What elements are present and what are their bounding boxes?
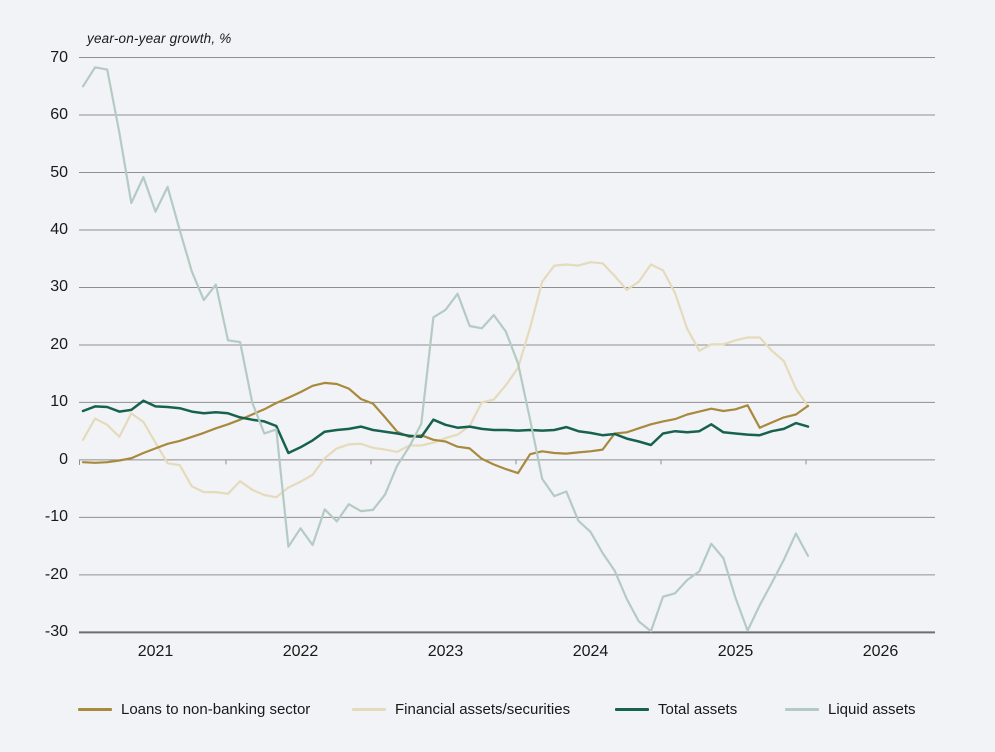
x-axis-label-2024: 2024 bbox=[572, 643, 609, 660]
x-axis-label-2022: 2022 bbox=[282, 643, 319, 660]
series-line-total bbox=[81, 399, 810, 455]
x-axis-label-2021: 2021 bbox=[137, 643, 174, 660]
x-axis-label-2025: 2025 bbox=[717, 643, 754, 660]
y-axis-label-30: 30 bbox=[50, 278, 68, 296]
x-axis-label-2026: 2026 bbox=[862, 643, 899, 660]
x-axis-label-2023: 2023 bbox=[427, 643, 464, 660]
y-axis-label-70: 70 bbox=[50, 48, 68, 66]
chart-title: year-on-year growth, % bbox=[87, 31, 232, 46]
y-axis-label-20: 20 bbox=[50, 335, 68, 353]
y-axis-label--10: -10 bbox=[44, 508, 68, 526]
y-axis-label-60: 60 bbox=[50, 106, 68, 124]
series-line-financial bbox=[81, 261, 810, 499]
y-axis-label-0: 0 bbox=[59, 450, 68, 468]
y-axis-label-10: 10 bbox=[50, 393, 68, 411]
y-axis-label-50: 50 bbox=[50, 163, 68, 181]
y-axis-label--30: -30 bbox=[44, 623, 68, 641]
series-line-loans bbox=[81, 381, 810, 475]
series-line-liquid bbox=[81, 66, 810, 633]
y-axis-label--20: -20 bbox=[44, 565, 68, 583]
y-axis-label-40: 40 bbox=[50, 220, 68, 238]
